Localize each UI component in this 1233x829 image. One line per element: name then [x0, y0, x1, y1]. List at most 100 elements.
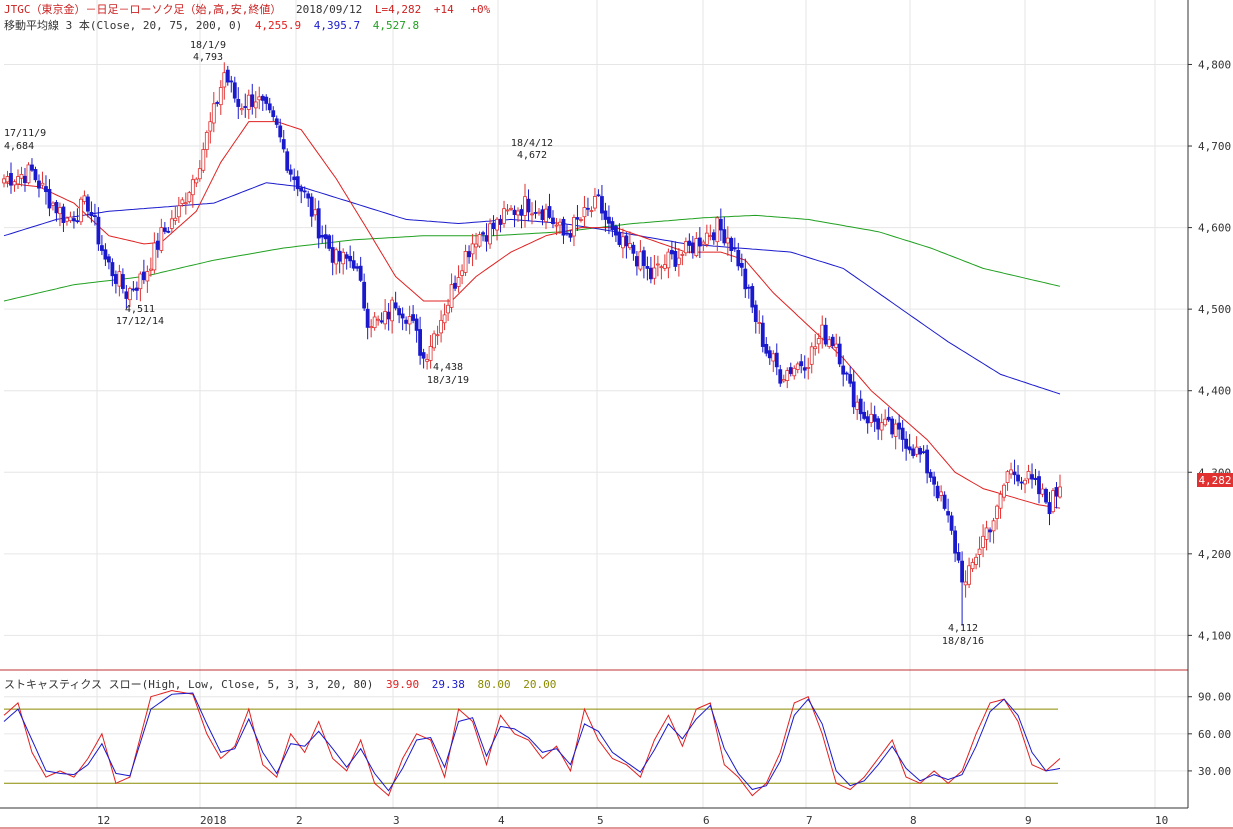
header-symbol: JTGC（東京金）－日足－ローソク足（始,高,安,終値）	[4, 2, 281, 16]
candle-body	[33, 169, 38, 181]
candle-body	[746, 286, 751, 289]
candle-body	[208, 121, 213, 132]
candle-body	[771, 353, 776, 362]
candle-body	[687, 240, 692, 246]
header-date: 2018/09/12	[296, 3, 362, 16]
price-tick-label: 4,100	[1198, 629, 1231, 642]
candle-body	[537, 211, 541, 214]
candle-body	[180, 199, 185, 204]
ma-legend-label: 移動平均線 3 本(Close, 20, 75, 200, 0)	[4, 18, 242, 32]
ma200-line	[3, 214, 1061, 302]
candle-body	[995, 505, 999, 519]
candle-body	[547, 206, 552, 218]
candle-body	[334, 249, 339, 265]
header-change-pct: +0%	[470, 3, 490, 16]
candle-body	[442, 314, 447, 324]
candle-body	[264, 96, 269, 104]
candle-body	[421, 352, 426, 359]
time-tick-label: 8	[910, 814, 917, 827]
stoch-lower-value: 20.00	[523, 678, 556, 691]
candle-body	[372, 316, 377, 329]
candle-body	[718, 218, 723, 231]
candle-body	[844, 372, 849, 375]
candle-body	[921, 451, 926, 454]
candle-body	[460, 270, 464, 276]
candle-body	[904, 438, 909, 449]
candle-body	[708, 235, 713, 237]
candle-body	[1023, 479, 1027, 485]
price-tick-label: 4,600	[1198, 222, 1231, 235]
candle-body	[187, 192, 192, 203]
candle-body	[183, 202, 188, 205]
candle-body	[222, 72, 227, 88]
candle-body	[809, 346, 814, 365]
time-tick-label: 9	[1025, 814, 1032, 827]
candle-body	[760, 322, 765, 347]
candle-body	[624, 235, 629, 247]
candle-body	[9, 173, 13, 186]
candle-body	[981, 535, 985, 548]
candle-body	[666, 251, 671, 269]
candle-body	[159, 227, 164, 251]
candle-body	[830, 336, 835, 346]
candle-body	[876, 418, 881, 430]
candle-body	[131, 288, 136, 291]
candle-body	[935, 485, 940, 499]
candle-body	[589, 210, 594, 212]
candle-body	[299, 187, 304, 192]
candle-body	[743, 268, 748, 290]
candle-body	[481, 232, 485, 235]
candle-body	[155, 240, 160, 250]
candle-body	[722, 229, 727, 244]
candle-body	[449, 284, 454, 308]
candle-body	[61, 206, 66, 224]
candle-body	[365, 308, 370, 328]
candle-body	[250, 94, 255, 107]
annotation-line1: 4,112	[948, 623, 978, 634]
last-price-tag	[1197, 473, 1233, 487]
time-tick-label: 6	[703, 814, 710, 827]
candle-body	[1030, 474, 1034, 480]
candle-body	[575, 217, 580, 220]
candle-body	[949, 515, 954, 531]
candle-body	[194, 178, 199, 184]
candle-body	[120, 274, 125, 289]
candle-body	[774, 352, 779, 368]
stoch-d-line	[3, 692, 1061, 792]
candle-body	[309, 196, 314, 217]
candle-body	[467, 251, 471, 258]
candle-body	[1033, 477, 1038, 480]
annotation-line1: 17/11/9	[4, 128, 46, 139]
candle-body	[100, 245, 104, 251]
ma20-value: 4,255.9	[255, 19, 301, 32]
candle-body	[806, 366, 811, 369]
candle-body	[337, 250, 342, 262]
candle-body	[176, 205, 181, 218]
candle-body	[320, 234, 325, 238]
candle-body	[918, 448, 923, 455]
candle-body	[439, 319, 443, 334]
candle-body	[232, 82, 237, 99]
candle-body	[991, 520, 996, 532]
candle-body	[103, 249, 108, 260]
candle-body	[631, 244, 636, 254]
candle-body	[127, 288, 132, 301]
candle-body	[141, 271, 146, 281]
candle-body	[628, 243, 632, 249]
candle-body	[428, 346, 433, 361]
annotation-line1: 4,438	[433, 362, 463, 373]
header-text: JTGC（東京金）－日足－ローソク足（始,高,安,終値） 2018/09/12 …	[4, 2, 491, 16]
annotation-line1: 4,511	[125, 304, 155, 315]
candle-body	[732, 247, 737, 250]
candle-body	[827, 339, 832, 347]
candle-body	[977, 548, 982, 555]
candle-body	[411, 314, 416, 321]
candle-body	[65, 217, 69, 222]
candle-body	[621, 236, 625, 249]
candle-body	[617, 231, 622, 245]
ma20-line	[3, 121, 1061, 509]
time-tick-label: 12	[97, 814, 110, 827]
stoch-k-value: 39.90	[386, 678, 419, 691]
annotation-line1: 18/1/9	[190, 40, 226, 51]
